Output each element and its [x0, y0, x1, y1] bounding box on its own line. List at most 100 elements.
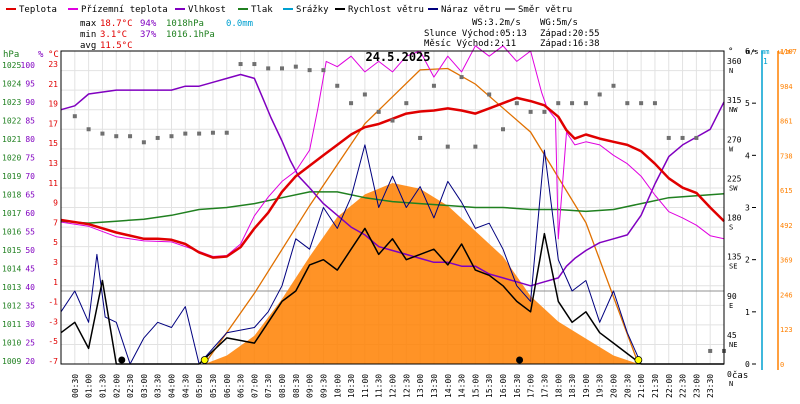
- tick-hpa: 1011: [2, 320, 21, 329]
- axis-unit-time: čas: [732, 370, 748, 381]
- tick-wm2: 984: [780, 83, 793, 91]
- legend-label: Srážky: [296, 5, 329, 15]
- tick-ms: 1: [745, 308, 750, 317]
- stats-min-label: min: [80, 30, 96, 40]
- axis-unit-wm2: w/m²: [778, 48, 795, 56]
- tick-degc: 1: [53, 278, 58, 287]
- tick-time: 16:00: [499, 374, 508, 398]
- wind-direction-point: [141, 140, 146, 145]
- tick-hpa: 1020: [2, 154, 21, 163]
- tick-ms: 6: [745, 47, 750, 56]
- wind-direction-point: [128, 134, 133, 139]
- tick-time: 17:30: [540, 374, 549, 398]
- tick-hpa: 1018: [2, 191, 21, 200]
- sun-marker: [200, 356, 209, 364]
- tick-pct: 45: [25, 265, 35, 274]
- tick-time: 00:30: [71, 374, 80, 398]
- stats-avg-label: avg: [80, 41, 96, 51]
- tick-hpa: 1024: [2, 80, 21, 89]
- tick-pct: 80: [25, 135, 35, 144]
- legend-label: Teplota: [19, 5, 57, 15]
- plot-frame: [60, 50, 725, 365]
- wind-direction-point: [459, 75, 464, 80]
- tick-time: 17:00: [527, 374, 536, 398]
- tick-pct: 60: [25, 209, 35, 218]
- tick-hpa: 1016: [2, 228, 21, 237]
- series-teplota: [60, 96, 725, 259]
- wind-direction-point: [666, 135, 671, 140]
- tick-time: 09:30: [319, 374, 328, 398]
- tick-degc: 11: [48, 179, 58, 188]
- legend-label: Náraz větru: [441, 5, 501, 15]
- stats-max-label: max: [80, 19, 97, 29]
- tick-pct: 55: [25, 228, 35, 237]
- tick-time: 22:00: [665, 374, 674, 398]
- wind-direction-point: [224, 130, 229, 135]
- tick-time: 10:00: [333, 374, 342, 398]
- tick-pct: 75: [25, 154, 35, 163]
- tick-wm2: 738: [780, 152, 793, 160]
- tick-pct: 85: [25, 117, 35, 126]
- tick-ms: 4: [745, 151, 750, 160]
- tick-wm2: 615: [780, 187, 793, 195]
- tick-dir: E: [729, 302, 733, 310]
- tick-degc: -5: [48, 337, 58, 346]
- wind-direction-point: [570, 101, 575, 106]
- wind-direction-point: [542, 109, 547, 114]
- tick-ms: 2: [745, 256, 750, 265]
- legend-label: Rychlost větru: [348, 5, 424, 15]
- tick-time: 19:30: [596, 374, 605, 398]
- info-moon-rise: Měsíc Východ:2:11: [424, 39, 516, 49]
- tick-deg: 270: [727, 135, 742, 144]
- stats-max-hum: 94%: [140, 19, 157, 29]
- tick-time: 12:30: [402, 374, 411, 398]
- tick-degc: 9: [53, 199, 58, 208]
- tick-degc: -1: [48, 298, 58, 307]
- tick-time: 21:00: [637, 374, 646, 398]
- info-moon-set: Západ:16:38: [540, 39, 600, 49]
- tick-time: 22:30: [679, 374, 688, 398]
- wind-direction-point: [501, 127, 505, 132]
- wind-direction-point: [708, 348, 713, 353]
- tick-ms: 5: [745, 99, 750, 108]
- tick-degc: 7: [53, 218, 58, 227]
- tick-hpa: 1017: [2, 209, 21, 218]
- tick-degc: -3: [48, 317, 58, 326]
- tick-time: 13:30: [430, 374, 439, 398]
- legend-label: Směr větru: [518, 5, 572, 15]
- tick-wm2: 861: [780, 118, 793, 126]
- wind-direction-point: [86, 127, 91, 132]
- tick-dir: SE: [729, 263, 737, 271]
- tick-time: 14:30: [458, 374, 467, 398]
- tick-pct: 50: [25, 246, 35, 255]
- wind-direction-point: [114, 134, 119, 139]
- tick-ms: 0: [745, 360, 750, 369]
- tick-time: 03:00: [140, 374, 149, 398]
- tick-wm2: 246: [780, 291, 793, 299]
- tick-hpa: 1023: [2, 98, 21, 107]
- tick-degc: 3: [53, 258, 58, 267]
- tick-time: 20:30: [623, 374, 632, 398]
- tick-dir: W: [729, 145, 734, 153]
- tick-time: 23:30: [706, 374, 715, 398]
- tick-time: 01:30: [98, 374, 107, 398]
- tick-time: 06:30: [237, 374, 246, 398]
- tick-dir: N: [729, 380, 733, 388]
- tick-dir: NE: [729, 341, 737, 349]
- series-prizemni-teplota: [60, 45, 725, 257]
- axis-unit-pct: %: [38, 50, 44, 60]
- wind-direction-point: [252, 62, 257, 67]
- tick-time: 16:30: [513, 374, 522, 398]
- tick-dir: S: [729, 224, 733, 232]
- tick-hpa: 1019: [2, 172, 21, 181]
- tick-time: 20:00: [610, 374, 619, 398]
- tick-pct: 95: [25, 80, 35, 89]
- tick-hpa: 1012: [2, 302, 21, 311]
- wind-direction-point: [307, 68, 312, 73]
- tick-time: 10:30: [347, 374, 356, 398]
- chart-title: 24.5.2025: [365, 50, 430, 64]
- stats-min-press: 1016.1hPa: [166, 30, 215, 40]
- tick-hpa: 1022: [2, 117, 21, 126]
- tick-time: 01:00: [85, 374, 94, 398]
